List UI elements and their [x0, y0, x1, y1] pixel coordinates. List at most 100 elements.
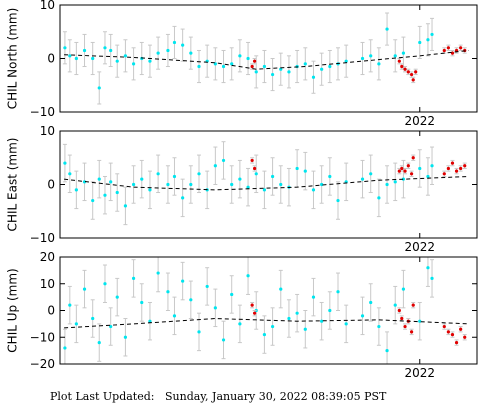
- data-point: [446, 166, 450, 171]
- data-point: [403, 324, 407, 329]
- data-point: [442, 324, 446, 329]
- data-point: [279, 287, 283, 291]
- data-point: [328, 308, 332, 313]
- data-point: [430, 276, 434, 280]
- y-tick-label: 10: [40, 124, 55, 138]
- y-tick-label: −10: [30, 231, 55, 245]
- data-point: [115, 190, 119, 195]
- plot-last-updated-label: Plot Last Updated:: [50, 390, 155, 403]
- data-point: [166, 182, 170, 187]
- data-point: [97, 177, 101, 181]
- data-point: [250, 303, 254, 307]
- data-point: [230, 62, 234, 66]
- data-point: [68, 172, 72, 176]
- data-point: [238, 54, 242, 58]
- data-point: [442, 172, 446, 176]
- panel-2: 10 0 −10 2022 CHIL East (mm): [6, 124, 478, 254]
- data-point: [463, 164, 467, 168]
- data-point: [360, 314, 365, 318]
- x-tick-label: 2022: [404, 240, 435, 254]
- x-tick-label: 2022: [404, 366, 435, 380]
- data-point: [459, 46, 463, 50]
- data-point: [430, 32, 434, 37]
- data-point: [459, 166, 463, 171]
- data-point: [336, 290, 340, 294]
- data-point: [74, 322, 78, 326]
- data-point: [295, 166, 299, 171]
- y-tick-label: 0: [47, 178, 55, 192]
- data-point: [103, 282, 107, 286]
- data-point: [238, 322, 242, 326]
- data-point: [393, 54, 397, 58]
- data-point: [377, 196, 381, 200]
- x-tick-label: 2022: [404, 114, 435, 128]
- data-point: [82, 287, 87, 291]
- data-point: [91, 198, 95, 203]
- data-point: [238, 177, 242, 181]
- y-tick-label: 20: [40, 250, 55, 264]
- gps-timeseries-figure: 10 0 −10 2022 CHIL North (mm) 10 0 −10 2022 CHIL …: [6, 0, 478, 380]
- data-point: [344, 59, 348, 63]
- data-point: [442, 48, 446, 53]
- data-point: [63, 346, 67, 350]
- data-point: [156, 172, 160, 176]
- data-point: [68, 54, 72, 58]
- data-point: [454, 341, 459, 345]
- data-point: [287, 316, 291, 321]
- data-point: [140, 300, 144, 305]
- data-point: [426, 38, 430, 42]
- data-point: [418, 166, 422, 171]
- panel-3: 20 10 0 −10 −20 2022 CHIL Up (mm): [6, 250, 478, 380]
- data-point: [328, 64, 332, 69]
- data-point: [430, 164, 434, 168]
- data-point: [385, 182, 389, 187]
- plot-last-updated-value: Sunday, January 30, 2022 08:39:05 PST: [164, 390, 387, 403]
- data-point: [400, 166, 404, 171]
- data-point: [406, 164, 410, 168]
- data-point: [450, 161, 455, 165]
- y-tick-label: −10: [30, 105, 55, 119]
- data-point: [148, 59, 152, 63]
- data-point: [97, 341, 101, 345]
- data-point: [400, 316, 404, 321]
- data-point: [446, 46, 450, 50]
- data-point: [253, 311, 257, 315]
- data-point: [377, 324, 381, 329]
- data-point: [270, 324, 275, 329]
- data-point: [250, 64, 254, 69]
- data-point: [230, 292, 234, 297]
- data-point: [400, 64, 404, 69]
- data-point: [369, 54, 373, 58]
- data-point: [426, 266, 430, 270]
- data-point: [123, 335, 128, 339]
- data-point: [393, 303, 397, 307]
- data-point: [63, 161, 67, 165]
- data-point: [450, 51, 455, 55]
- data-point: [189, 51, 193, 55]
- data-point: [397, 308, 401, 313]
- data-point: [131, 276, 136, 280]
- data-point: [166, 48, 170, 53]
- data-point: [140, 177, 144, 181]
- y-tick-label: 10: [40, 0, 55, 12]
- data-point: [463, 335, 467, 339]
- data-point: [250, 158, 254, 163]
- data-point: [213, 306, 217, 310]
- data-point: [109, 180, 113, 184]
- data-point: [401, 177, 406, 181]
- y-axis-label: CHIL North (mm): [6, 8, 20, 110]
- data-point: [253, 166, 257, 171]
- plot-frame: [59, 4, 478, 113]
- data-point: [385, 27, 389, 31]
- data-point: [172, 40, 177, 45]
- plot-frame: [59, 256, 478, 365]
- data-point: [446, 330, 450, 334]
- data-point: [344, 322, 348, 326]
- data-point: [409, 330, 414, 334]
- data-point: [74, 56, 78, 61]
- data-point: [253, 59, 257, 63]
- data-point: [82, 48, 87, 53]
- y-tick-label: 0: [47, 52, 55, 66]
- data-point: [454, 169, 459, 173]
- data-point: [369, 300, 373, 305]
